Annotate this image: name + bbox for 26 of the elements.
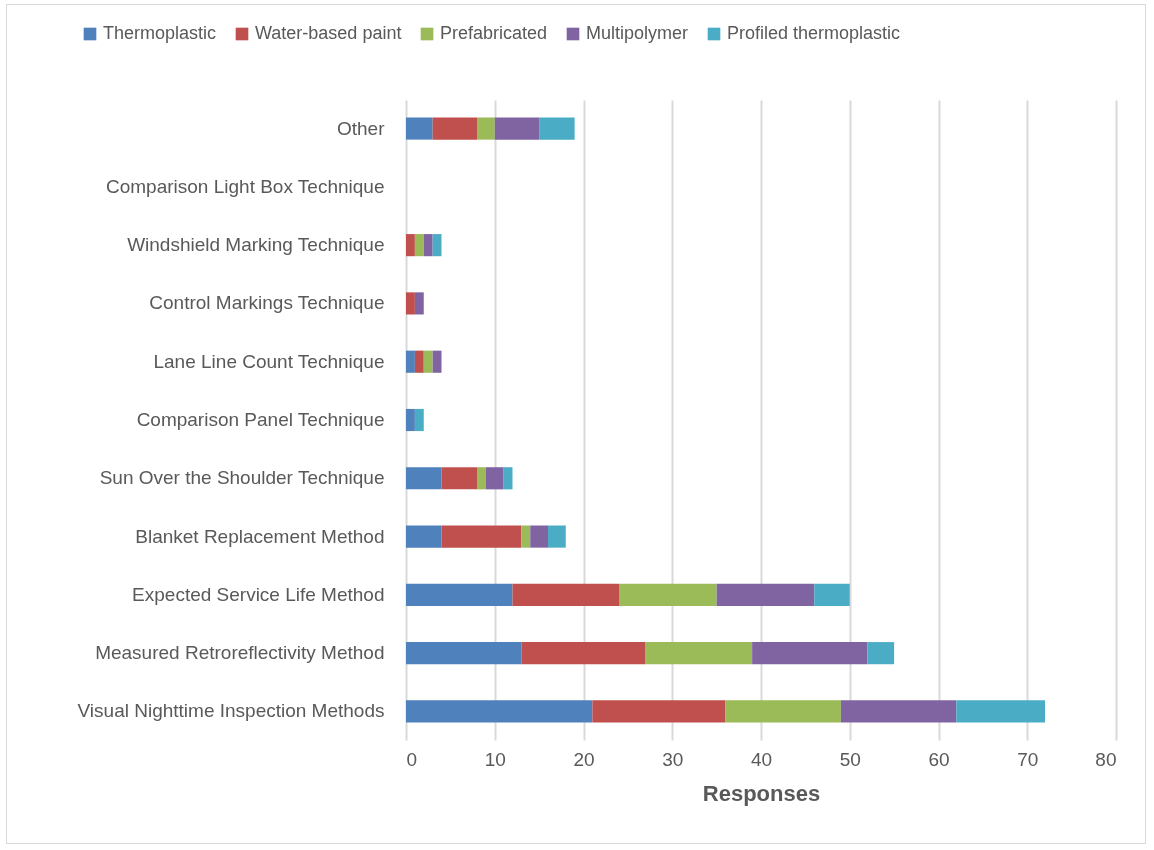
x-tick-label: 10 [484,748,506,770]
y-tick-label: Windshield Marking Technique [127,234,385,256]
y-tick-label: Measured Retroreflectivity Method [95,642,385,664]
legend-label: Prefabricated [440,23,548,43]
x-tick-label: 80 [1095,748,1117,770]
y-tick-label: Other [336,117,386,139]
legend-label: Water-based paint [255,23,402,43]
y-tick-label: Lane Line Count Technique [153,350,385,372]
x-axis-title: Responses [702,780,821,806]
x-tick-label: 70 [1017,748,1039,770]
y-tick-label: Comparison Panel Technique [136,409,385,430]
legend-label: Multipolymer [586,23,689,43]
y-tick-label: Sun Over the Shoulder Technique [99,467,385,489]
x-tick-label: 60 [928,748,950,770]
y-tick-label: Comparison Light Box Technique [106,175,385,197]
x-tick-label: 30 [662,748,684,770]
x-tick-label: 50 [839,748,861,770]
x-tick-label: 20 [573,748,595,770]
y-tick-label: Blanket Replacement Method [135,525,385,547]
y-tick-label: Expected Service Life Method [132,583,385,605]
y-tick-label: Control Markings Technique [149,292,385,314]
legend-label: Thermoplastic [103,23,217,43]
x-tick-label: 40 [750,748,773,770]
legend-label: Profiled thermoplastic [727,23,901,43]
x-tick-label: 0 [406,748,418,770]
y-tick-label: Visual Nighttime Inspection Methods [77,700,385,722]
